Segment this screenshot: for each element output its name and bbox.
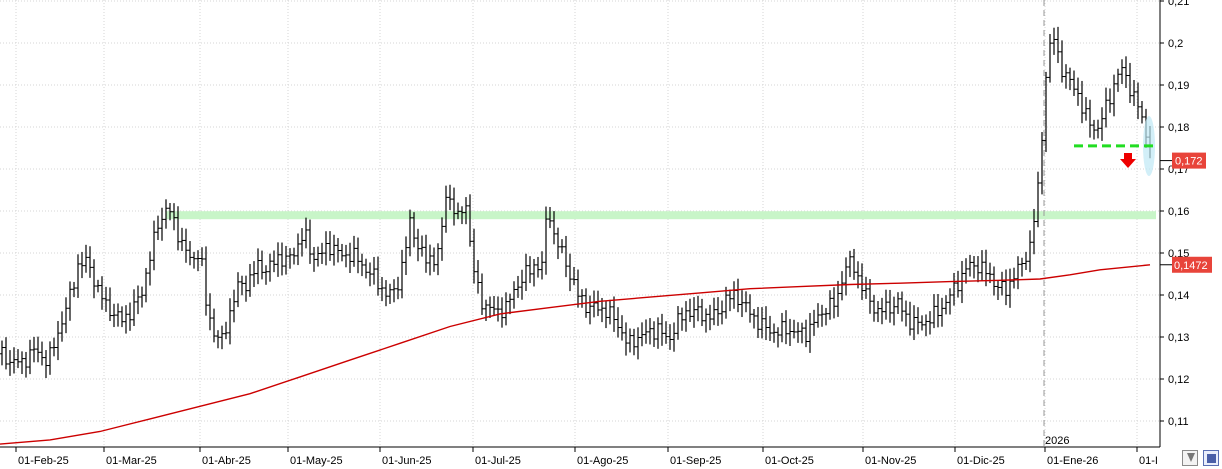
y-tick-label: 0,11 bbox=[1168, 416, 1189, 428]
x-tick-label: 01-I bbox=[1139, 455, 1158, 467]
x-tick-label: 01-Ago-25 bbox=[577, 455, 628, 467]
x-tick-label: 01-Nov-25 bbox=[865, 455, 916, 467]
x-tick-label: 01-Oct-25 bbox=[765, 455, 814, 467]
price-label-text: 0,172 bbox=[1175, 156, 1203, 168]
moving-average-line bbox=[0, 264, 1151, 445]
x-tick-label: 01-Jul-25 bbox=[475, 455, 521, 467]
x-tick-label: 01-Dic-25 bbox=[957, 455, 1005, 467]
x-tick-label: 01-Ene-26 bbox=[1047, 455, 1098, 467]
y-tick-label: 0,19 bbox=[1168, 80, 1189, 92]
y-tick-label: 0,18 bbox=[1168, 122, 1189, 134]
down-arrow-icon bbox=[1120, 153, 1136, 168]
x-tick-label: 01-Mar-25 bbox=[106, 455, 157, 467]
year-label: 2026 bbox=[1045, 435, 1069, 447]
support-band bbox=[166, 211, 1156, 220]
y-tick-label: 0,21 bbox=[1168, 0, 1189, 8]
y-tick-label: 0,12 bbox=[1168, 374, 1189, 386]
ma-label-text: 0,1472 bbox=[1174, 260, 1208, 272]
horizontal-gridlines bbox=[0, 0, 1160, 422]
save-button[interactable] bbox=[1203, 450, 1219, 466]
price-label: 0,172 bbox=[1172, 152, 1206, 169]
x-tick-label: 01-Feb-25 bbox=[18, 455, 69, 467]
save-icon bbox=[1207, 454, 1216, 463]
arrow-down-icon bbox=[1187, 453, 1195, 462]
x-tick-label: 01-May-25 bbox=[290, 455, 343, 467]
y-tick-label: 0,14 bbox=[1168, 290, 1189, 302]
ma-label: 0,1472 bbox=[1172, 256, 1212, 273]
x-axis-ticks: 01-Feb-25 01-Mar-25 01-Abr-25 01-May-25 01-J… bbox=[15, 447, 1158, 467]
scroll-end-button[interactable] bbox=[1182, 450, 1198, 466]
x-tick-label: 01-Abr-25 bbox=[202, 455, 251, 467]
y-tick-label: 0,16 bbox=[1168, 206, 1189, 218]
y-tick-label: 0,13 bbox=[1168, 332, 1189, 344]
price-bars bbox=[0, 26, 1152, 379]
vertical-gridlines bbox=[15, 0, 1138, 447]
y-tick-label: 0,2 bbox=[1168, 38, 1183, 50]
x-tick-label: 01-Jun-25 bbox=[382, 455, 432, 467]
x-tick-label: 01-Sep-25 bbox=[670, 455, 721, 467]
